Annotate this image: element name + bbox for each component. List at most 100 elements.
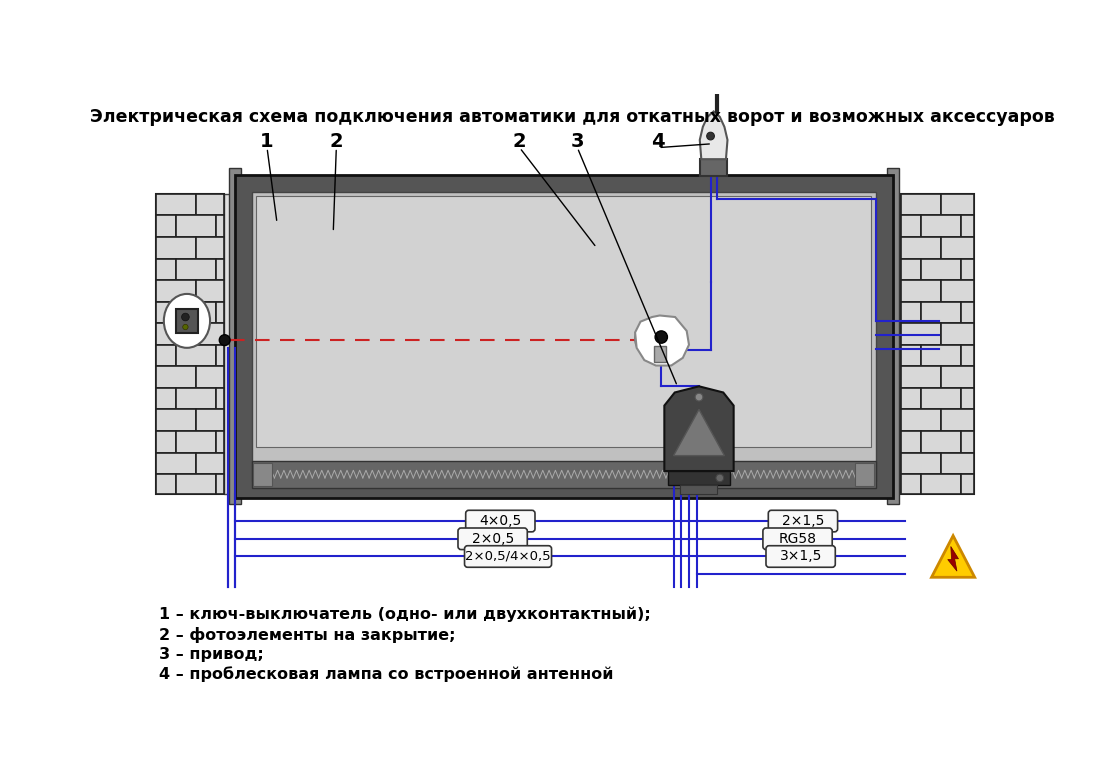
Bar	[156, 323, 196, 344]
Bar	[941, 409, 974, 431]
Text: 1 – ключ-выключатель (одно- или двухконтактный);: 1 – ключ-выключатель (одно- или двухконт…	[160, 607, 651, 622]
Bar	[156, 431, 176, 452]
FancyBboxPatch shape	[465, 510, 535, 532]
Bar	[156, 280, 196, 301]
Bar	[668, 471, 730, 485]
Bar	[941, 366, 974, 388]
Bar	[901, 366, 941, 388]
Bar	[961, 259, 974, 280]
Bar	[941, 323, 974, 344]
Bar	[251, 461, 876, 488]
Text: 2: 2	[329, 132, 343, 151]
Bar	[196, 194, 224, 216]
Bar	[217, 344, 224, 366]
Bar	[234, 175, 893, 498]
Bar	[901, 409, 941, 431]
Bar	[921, 388, 961, 409]
Bar	[176, 216, 217, 237]
Bar	[176, 431, 217, 452]
Bar	[855, 462, 874, 487]
Bar	[217, 301, 224, 323]
Bar	[901, 194, 974, 494]
Text: 3×1,5: 3×1,5	[779, 550, 821, 563]
Text: 2×0,5: 2×0,5	[472, 532, 513, 546]
Circle shape	[219, 335, 230, 345]
Bar	[176, 308, 198, 333]
Bar	[901, 194, 941, 216]
Bar	[176, 474, 217, 494]
Text: 2×0,5/4×0,5: 2×0,5/4×0,5	[465, 550, 551, 563]
FancyBboxPatch shape	[458, 528, 527, 550]
Circle shape	[182, 313, 190, 321]
Bar	[156, 366, 196, 388]
Text: Электрическая схема подключения автоматики для откатных ворот и возможных аксесс: Электрическая схема подключения автомати…	[89, 108, 1055, 126]
Circle shape	[706, 132, 714, 140]
Bar	[921, 216, 961, 237]
Bar	[921, 431, 961, 452]
Polygon shape	[664, 387, 733, 471]
Bar	[224, 194, 234, 494]
Bar	[196, 280, 224, 301]
FancyBboxPatch shape	[763, 528, 833, 550]
Bar	[156, 237, 196, 259]
Bar	[217, 216, 224, 237]
FancyBboxPatch shape	[768, 510, 838, 532]
Polygon shape	[635, 316, 689, 366]
Polygon shape	[947, 547, 959, 571]
Bar	[196, 237, 224, 259]
Bar	[901, 452, 941, 474]
Bar	[901, 301, 921, 323]
Bar	[901, 216, 921, 237]
Polygon shape	[674, 409, 724, 455]
Circle shape	[713, 76, 722, 85]
Bar	[253, 462, 272, 487]
Bar	[156, 301, 176, 323]
Bar	[961, 388, 974, 409]
Bar	[156, 388, 176, 409]
Bar	[921, 344, 961, 366]
Bar	[176, 344, 217, 366]
Bar	[887, 169, 899, 504]
Bar	[901, 259, 921, 280]
Text: 2 – фотоэлементы на закрытие;: 2 – фотоэлементы на закрытие;	[160, 626, 455, 643]
FancyBboxPatch shape	[464, 546, 551, 567]
Bar	[921, 259, 961, 280]
Text: 1: 1	[260, 132, 273, 151]
Bar	[941, 280, 974, 301]
Ellipse shape	[164, 294, 210, 348]
Bar	[229, 169, 241, 504]
Bar	[901, 344, 921, 366]
Bar	[217, 474, 224, 494]
Text: 3: 3	[570, 132, 584, 151]
Bar	[921, 301, 961, 323]
Circle shape	[183, 324, 189, 330]
Bar	[156, 344, 176, 366]
Bar	[156, 216, 176, 237]
Bar	[921, 474, 961, 494]
Bar	[654, 346, 666, 362]
Bar	[901, 388, 921, 409]
Bar	[156, 409, 196, 431]
Text: RG58: RG58	[779, 532, 817, 546]
Bar	[196, 452, 224, 474]
Bar	[196, 323, 224, 344]
Bar	[901, 323, 941, 344]
Text: 3 – привод;: 3 – привод;	[160, 647, 264, 662]
Text: 4: 4	[652, 132, 665, 151]
Bar	[176, 388, 217, 409]
Bar	[901, 237, 941, 259]
Bar	[901, 280, 941, 301]
Bar	[156, 452, 196, 474]
Circle shape	[655, 331, 667, 343]
Bar	[217, 388, 224, 409]
Bar	[961, 216, 974, 237]
Text: 2: 2	[512, 132, 527, 151]
Text: 4 – проблесковая лампа со встроенной антенной: 4 – проблесковая лампа со встроенной ант…	[160, 667, 614, 683]
Bar	[176, 301, 217, 323]
Bar	[700, 159, 728, 176]
Text: 2×1,5: 2×1,5	[782, 514, 824, 528]
Bar	[961, 474, 974, 494]
Polygon shape	[700, 112, 728, 159]
Bar	[941, 194, 974, 216]
Bar	[196, 366, 224, 388]
